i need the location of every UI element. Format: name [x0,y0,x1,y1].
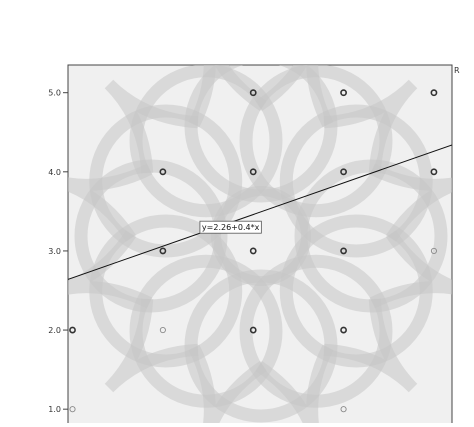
data-point [340,326,347,334]
data-point [340,168,347,176]
data-point [430,89,438,97]
data-point [249,168,257,176]
watermark-petal [369,230,452,309]
data-point [69,406,76,413]
data-point [159,327,166,334]
data-point [159,168,167,176]
annotation-box [199,220,262,234]
watermark-petal [369,163,452,242]
fit-line-annotation: y=2.26+0.4*x [199,220,262,234]
data-point [249,89,257,97]
data-point [249,247,257,255]
data-point [430,168,438,176]
watermark-ornament [68,65,452,425]
y-tick-label: 4.0 [48,168,61,177]
data-point [340,406,347,413]
data-point [159,247,167,255]
watermark-petal [68,230,153,309]
watermark-petal [188,344,267,425]
watermark-petal [255,344,334,425]
y-tick-label: 1.0 [48,405,61,414]
data-point [69,326,76,334]
data-point [340,247,347,255]
watermark-petal [188,65,267,128]
watermark-petal [255,65,334,128]
y-tick-label: 3.0 [48,247,61,256]
annotation-text: y=2.26+0.4*x [202,223,260,232]
corner-label: R [454,66,460,75]
watermark-petal [68,163,153,242]
y-tick-label: 2.0 [48,326,61,335]
watermark-center [211,186,311,286]
y-tick-label: 5.0 [48,89,61,98]
data-point [340,89,347,97]
data-point [430,247,437,254]
fit-line [68,144,452,280]
data-point [249,326,257,334]
